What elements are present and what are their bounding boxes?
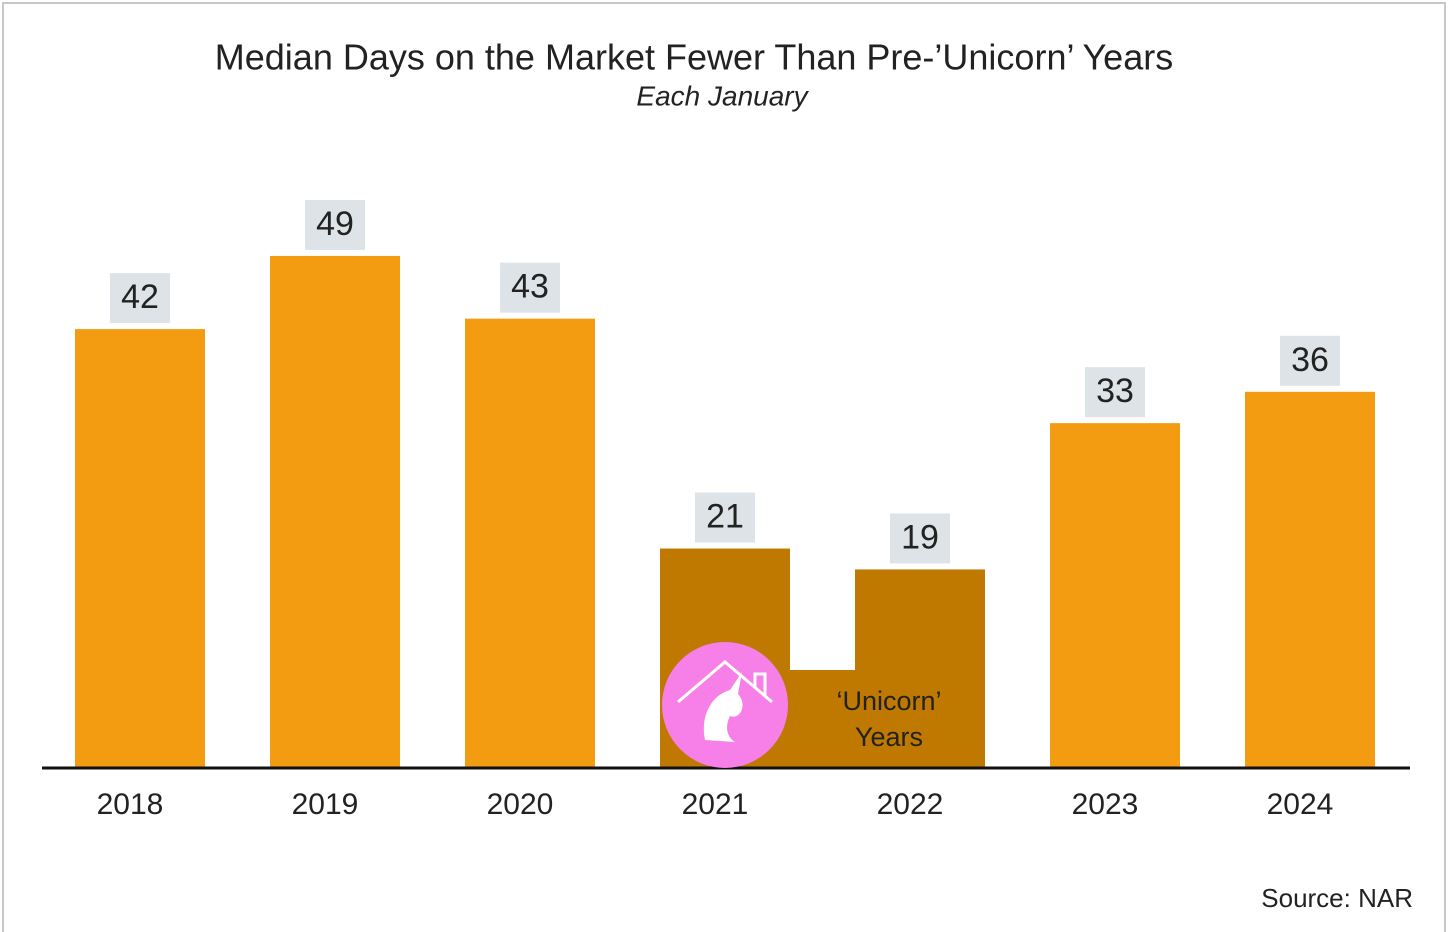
annotation-line: Years [855, 722, 923, 752]
x-tick-label: 2022 [877, 788, 944, 821]
bar [1245, 391, 1375, 768]
x-tick-label: 2018 [97, 788, 164, 821]
x-tick-label: 2023 [1072, 788, 1139, 821]
x-tick-label: 2019 [292, 788, 359, 821]
chart-title: Median Days on the Market Fewer Than Pre… [215, 37, 1173, 78]
bar [75, 329, 205, 768]
value-label-box [305, 199, 365, 250]
value-label: 21 [706, 498, 744, 536]
value-label: 42 [121, 278, 159, 316]
source: Source: NAR [1261, 883, 1413, 913]
value-label-box [110, 273, 170, 324]
value-label: 36 [1291, 341, 1329, 379]
value-label: 33 [1096, 372, 1134, 410]
annotation-band [790, 670, 860, 768]
bar [270, 255, 400, 768]
value-label: 19 [901, 518, 939, 556]
value-label-box [1280, 335, 1340, 386]
annotation-line: ‘Unicorn’ [836, 686, 941, 716]
x-tick-label: 2020 [487, 788, 554, 821]
value-label-box [500, 262, 560, 313]
chart-subtitle: Each January [636, 80, 809, 111]
value-label: 43 [511, 268, 549, 306]
bar [1050, 423, 1180, 768]
value-label: 49 [316, 205, 354, 243]
value-label-box [890, 513, 950, 564]
value-label-box [1085, 367, 1145, 418]
x-tick-label: 2021 [682, 788, 749, 821]
x-tick-label: 2024 [1267, 788, 1334, 821]
bar [465, 318, 595, 768]
bar [855, 569, 985, 768]
unicorn-icon [662, 642, 788, 768]
value-label-box [695, 492, 755, 543]
